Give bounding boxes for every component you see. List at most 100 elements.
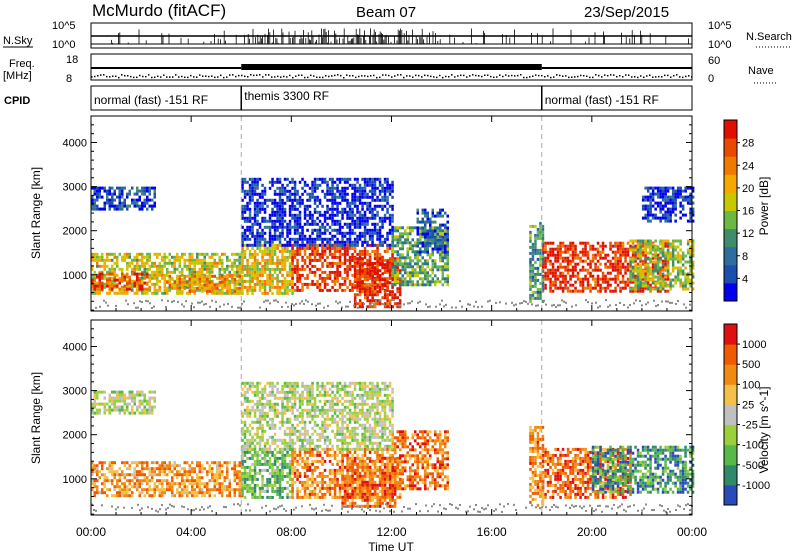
colorbar-swatch (724, 404, 737, 426)
nave-tick-top: 60 (708, 55, 720, 67)
ground-scatter-strip (91, 503, 693, 513)
velocity-colorbar-label: Velocity [m s^-1] (757, 387, 771, 474)
colorbar-tick-label: 16 (742, 206, 754, 218)
y-tick-label: 3000 (63, 386, 87, 398)
ground-scatter-strip (95, 299, 691, 309)
colorbar-swatch (724, 138, 737, 157)
x-tick-label: 08:00 (276, 525, 306, 539)
data-region-11 (529, 221, 545, 303)
power-y-ticks: 1000 2000 3000 4000 (63, 124, 692, 311)
velocity-plot-area (91, 320, 695, 515)
x-axis-ticks: 00:00 04:00 08:00 12:00 16:00 20:00 00:00 (76, 116, 707, 539)
colorbar-swatch (724, 120, 737, 139)
velocity-colorbar: 1000 500 100 25 -25 -100 -500 -1000 (723, 323, 770, 506)
x-tick-label: 20:00 (577, 525, 607, 539)
velocity-panel: Slant Range [km] 1000 2000 3000 4000 1000 50… (29, 319, 770, 516)
colorbar-tick-label: 25 (742, 399, 754, 411)
nave-tick-bottom: 0 (708, 73, 714, 85)
colorbar-swatch (724, 282, 737, 302)
x-tick-label: 12:00 (376, 525, 406, 539)
colorbar-swatch (724, 424, 737, 446)
data-region-0 (91, 461, 244, 498)
data-region-4 (341, 456, 402, 508)
freq-label: Freq. (9, 58, 35, 70)
data-region-2 (241, 447, 294, 499)
cpid-panel: CPID normal (fast) -151 RF themis 3300 RF… (4, 85, 693, 111)
colorbar-swatch (724, 210, 737, 230)
freq-unit: [MHz] (3, 70, 32, 82)
colorbar-tick-label: -100 (742, 440, 764, 452)
nsky-tick-bottom: 10^0 (52, 39, 76, 51)
nave-label: Nave (748, 65, 774, 77)
colorbar-swatch (724, 246, 737, 266)
data-region-1 (91, 390, 156, 415)
velocity-y-ticks: 1000 2000 3000 4000 (63, 328, 692, 515)
y-tick-label: 2000 (63, 226, 87, 238)
nsky-tick-top: 10^5 (52, 20, 76, 32)
beam-title: Beam 07 (356, 4, 416, 21)
colorbar-swatch (724, 444, 737, 466)
y-tick-label: 2000 (63, 430, 87, 442)
x-tick-label: 04:00 (176, 525, 206, 539)
date-title: 23/Sep/2015 (584, 4, 669, 21)
nsky-panel: N.Sky 10^5 10^0 10^5 10^0 N.Search (3, 20, 792, 51)
data-region-3 (91, 186, 156, 211)
freq-trace (91, 64, 693, 79)
velocity-y-axis-label: Slant Range [km] (29, 372, 43, 464)
data-region-9 (529, 425, 545, 507)
nsearch-label: N.Search (746, 31, 792, 43)
cpid-label: CPID (4, 95, 30, 107)
x-tick-label: 00:00 (76, 525, 106, 539)
colorbar-swatch (724, 192, 737, 211)
colorbar-tick-label: 4 (742, 273, 748, 285)
colorbar-swatch (724, 264, 737, 284)
cpid-segment-label: normal (fast) -151 RF (94, 93, 208, 107)
data-region-13 (641, 186, 695, 223)
data-region-8 (416, 208, 449, 254)
colorbar-swatch (724, 364, 737, 385)
colorbar-tick-label: 500 (742, 359, 760, 371)
nsearch-tick-bottom: 10^0 (708, 39, 732, 51)
y-tick-label: 4000 (63, 137, 87, 149)
power-panel: Slant Range [km] 1000 2000 3000 4000 4 8 12 16… (29, 115, 754, 312)
data-region-1 (91, 272, 149, 291)
nsky-trace (91, 28, 692, 45)
nsky-label: N.Sky (3, 35, 33, 47)
x-tick-label: 00:00 (677, 525, 707, 539)
colorbar-tick-label: 24 (742, 160, 754, 172)
colorbar-swatch (724, 464, 737, 486)
freq-panel: Freq. [MHz] 18 8 60 0 Nave (3, 53, 776, 85)
power-y-axis-label: Slant Range [km] (29, 167, 43, 259)
colorbar-tick-label: 8 (742, 251, 748, 263)
colorbar-tick-label: -1000 (742, 480, 770, 492)
colorbar-swatch (724, 484, 737, 506)
station-title: McMurdo (fitACF) (92, 1, 226, 20)
colorbar-swatch (724, 344, 737, 365)
colorbar-tick-label: 12 (742, 228, 754, 240)
colorbar-tick-label: 1000 (742, 339, 766, 351)
colorbar-tick-label: 20 (742, 183, 754, 195)
data-region-9 (241, 177, 394, 247)
data-region-5 (391, 430, 449, 491)
colorbar-tick-label: -25 (742, 420, 758, 432)
colorbar-swatch (724, 324, 737, 345)
y-tick-label: 3000 (63, 182, 87, 194)
cpid-segment-label: normal (fast) -151 RF (545, 93, 659, 107)
power-plot-area (91, 116, 695, 311)
freq-tick-bottom: 8 (66, 73, 72, 85)
y-tick-label: 1000 (63, 474, 87, 486)
colorbar-swatch (724, 174, 737, 193)
y-tick-label: 4000 (63, 341, 87, 353)
x-axis-label: Time UT (368, 540, 414, 554)
nsearch-tick-top: 10^5 (708, 20, 732, 32)
colorbar-swatch (724, 228, 737, 248)
power-colorbar-label: Power [dB] (757, 177, 771, 236)
freq-tick-top: 18 (66, 54, 78, 66)
data-region-6 (241, 381, 394, 451)
data-region-8 (591, 445, 695, 494)
power-colorbar: 4 8 12 16 20 24 28 (723, 119, 754, 302)
cpid-segment-label: themis 3300 RF (244, 89, 329, 103)
colorbar-swatch (724, 384, 737, 405)
colorbar-tick-label: -500 (742, 460, 764, 472)
